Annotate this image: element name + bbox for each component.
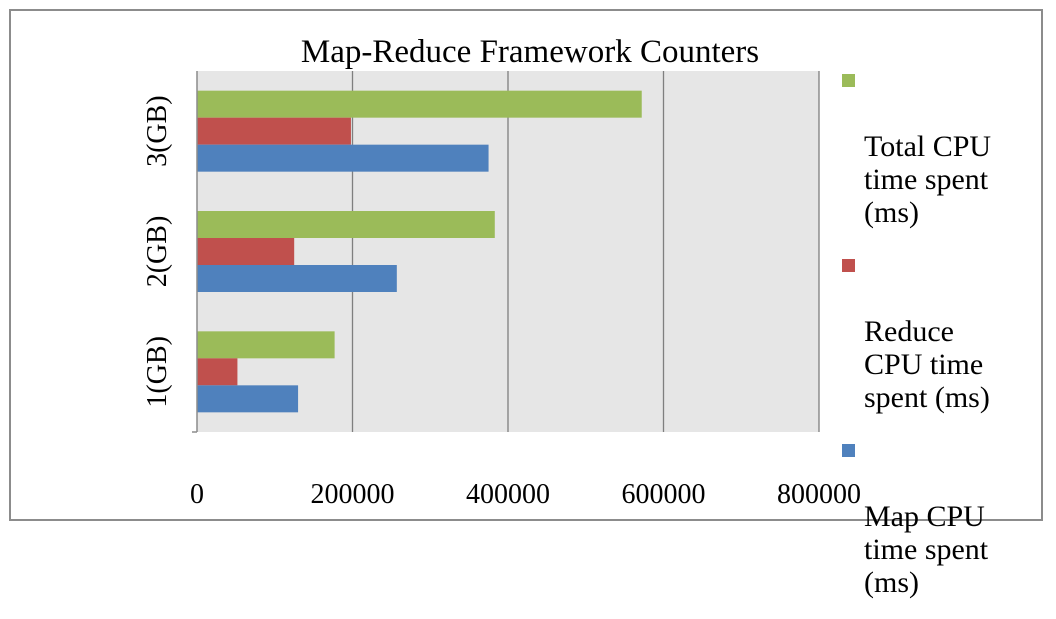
gridlines: [351, 71, 820, 432]
legend-swatch-total: [842, 74, 855, 87]
category-label: 1(GB): [142, 336, 173, 408]
legend-label-reduce: Reduce CPU time spent (ms): [864, 315, 990, 414]
bar: [197, 144, 489, 172]
legend-swatch-map: [842, 444, 855, 457]
bar: [197, 211, 495, 238]
bar: [197, 358, 238, 386]
bars: [197, 90, 642, 413]
category-label: 2(GB): [142, 216, 173, 288]
legend: Total CPU time spent (ms) Reduce CPU tim…: [842, 64, 1032, 619]
axes: 1(GB) 2(GB) 3(GB) 0 200000 400000 600000 800000: [142, 71, 861, 510]
legend-item-map: Map CPU time spent (ms): [842, 434, 1032, 599]
x-tick-label: 200000: [311, 479, 395, 510]
bar: [197, 331, 335, 359]
legend-item-total: Total CPU time spent (ms): [842, 64, 1032, 229]
bar: [197, 90, 642, 118]
bar: [197, 238, 295, 265]
bar: [197, 117, 351, 145]
bar: [197, 265, 397, 292]
legend-label-total: Total CPU time spent (ms): [864, 130, 992, 229]
bar: [197, 385, 299, 413]
bar-chart: Map-Reduce Framework Counters 1(GB) 2(GB)…: [142, 34, 861, 510]
x-tick-label: 0: [190, 479, 204, 510]
legend-swatch-reduce: [842, 259, 855, 272]
x-tick-label: 600000: [622, 479, 706, 510]
legend-label-map: Map CPU time spent (ms): [864, 500, 989, 599]
legend-item-reduce: Reduce CPU time spent (ms): [842, 249, 1032, 414]
chart-title: Map-Reduce Framework Counters: [301, 34, 759, 70]
x-tick-label: 400000: [466, 479, 550, 510]
x-tick-label: 800000: [777, 479, 861, 510]
category-label: 3(GB): [142, 95, 173, 167]
